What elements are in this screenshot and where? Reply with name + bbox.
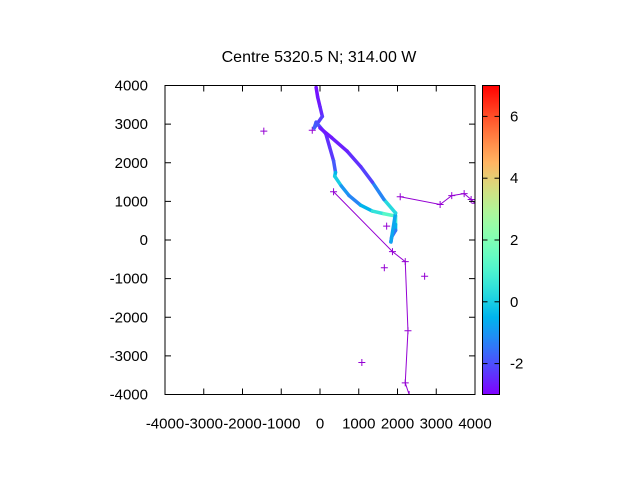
data-point-marker <box>401 258 409 266</box>
x-tick-label: 3000 <box>420 416 453 433</box>
ship-track-segment <box>332 174 344 188</box>
data-point-marker <box>401 379 409 387</box>
data-point-marker <box>388 248 396 256</box>
x-tick-label: -4000 <box>146 416 184 433</box>
data-point-marker <box>471 199 475 207</box>
y-tick-label: 0 <box>140 232 148 249</box>
y-axis: -4000 -3000 -2000 -1000 0 1000 2000 3000 4000 <box>110 78 475 404</box>
ship-track-segment <box>339 184 351 198</box>
ship-track-segment <box>358 164 375 184</box>
x-tick-label: -2000 <box>223 416 261 433</box>
data-point-marker <box>260 127 268 135</box>
x-tick-label: -3000 <box>185 416 223 433</box>
data-point-marker <box>380 264 388 272</box>
ship-track-segment <box>370 209 386 216</box>
track-line <box>400 193 475 205</box>
ship-track-segment <box>329 135 349 153</box>
ship-track-segment <box>324 132 332 150</box>
data-point-marker <box>404 327 412 335</box>
x-tick-label: 0 <box>316 416 324 433</box>
data-point-marker <box>436 200 444 208</box>
y-tick-label: -1000 <box>110 271 148 288</box>
x-tick-label: 4000 <box>458 416 491 433</box>
ship-track-segment <box>327 145 336 163</box>
colorbar-tick-label: 4 <box>510 170 518 187</box>
ship-track-segment <box>389 211 398 244</box>
x-tick-label: 2000 <box>381 416 414 433</box>
y-tick-label: 3000 <box>115 116 148 133</box>
y-tick-label: -4000 <box>110 387 148 404</box>
ship-track-segment <box>318 126 334 140</box>
ship-track-segment <box>370 180 386 202</box>
y-tick-label: -2000 <box>110 309 148 326</box>
data-point-marker <box>460 190 468 198</box>
ship-track-segment <box>331 159 338 175</box>
data-point-marker <box>358 358 366 366</box>
chart-title: Centre 5320.5 N; 314.00 W <box>222 49 418 66</box>
colorbar-tick-label: -2 <box>510 356 523 373</box>
colorbar-tick-label: 6 <box>510 108 518 125</box>
x-axis: -4000 -3000 -2000 -1000 0 1000 2000 3000 4000 <box>146 85 492 433</box>
data-point-marker <box>396 193 404 201</box>
ship-track-segment <box>345 149 363 169</box>
data-point-marker <box>330 188 338 196</box>
data-point-marker <box>421 272 429 280</box>
colorbar-tick-label: 0 <box>510 294 518 311</box>
y-tick-label: 4000 <box>115 78 148 95</box>
ship-track-segment <box>347 193 363 207</box>
colorbar-axis: -2 0 2 4 6 <box>482 108 523 373</box>
x-tick-label: 1000 <box>342 416 375 433</box>
colorbar-tick-label: 2 <box>510 232 518 249</box>
data-point-marker <box>308 126 316 134</box>
x-tick-label: -1000 <box>262 416 300 433</box>
y-tick-label: 2000 <box>115 155 148 172</box>
data-point-marker <box>405 391 413 395</box>
ship-track-segment <box>358 203 375 213</box>
data-point-marker <box>383 222 391 230</box>
ship-track-segment <box>382 197 398 215</box>
track-line <box>333 191 410 395</box>
y-tick-label: 1000 <box>115 193 148 210</box>
plot-area <box>260 85 475 395</box>
y-tick-label: -3000 <box>110 348 148 365</box>
data-point-marker <box>448 192 456 200</box>
